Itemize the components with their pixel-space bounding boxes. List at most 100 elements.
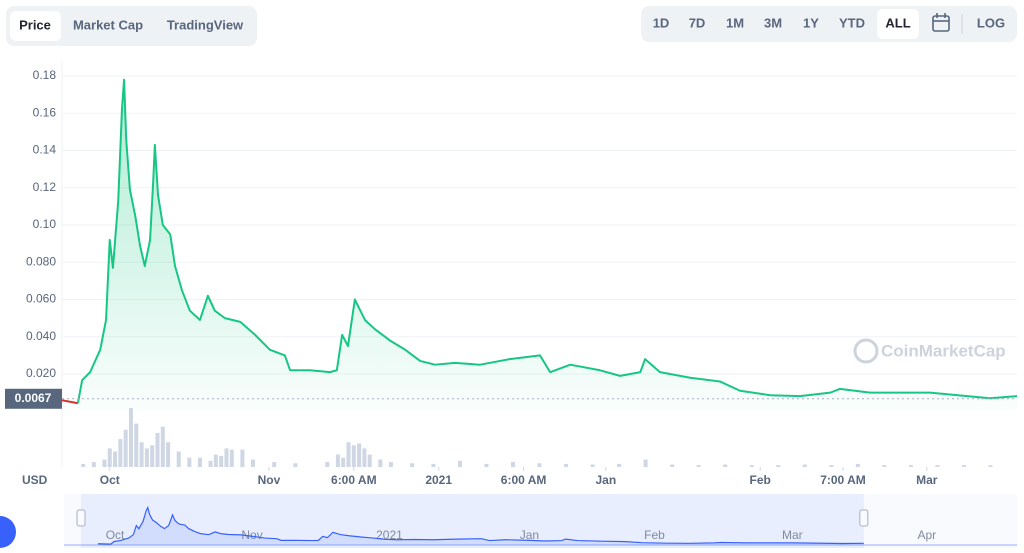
navigator-handle[interactable] xyxy=(76,509,86,527)
x-tick-label: Oct xyxy=(100,473,120,487)
volume-bar xyxy=(388,462,393,467)
volume-bar xyxy=(160,426,165,467)
navigator-tick-label: Apr xyxy=(917,528,936,542)
x-tick-label: Jan xyxy=(595,473,616,487)
navigator-line xyxy=(110,505,864,545)
volume-bar xyxy=(213,454,218,467)
volume-bar xyxy=(197,457,202,467)
volume-bar xyxy=(150,445,155,467)
calendar-button[interactable] xyxy=(932,13,950,32)
volume-bar xyxy=(272,462,277,467)
volume-bar xyxy=(829,465,834,467)
tab[interactable]: Price xyxy=(19,17,51,32)
volume-bar xyxy=(251,459,255,467)
range-group xyxy=(641,6,1017,42)
range-button[interactable]: 1Y xyxy=(803,15,819,30)
volume-bar xyxy=(988,465,993,467)
volume-bar xyxy=(935,465,940,467)
y-tick-label: 0.080 xyxy=(26,254,56,268)
watermark: CoinMarketCap xyxy=(853,338,1006,364)
volume-bar xyxy=(670,464,675,467)
y-tick-label: 0.14 xyxy=(33,143,57,157)
y-tick-label: 0.12 xyxy=(33,180,57,194)
volume-bar xyxy=(378,459,383,467)
x-tick-label: Nov xyxy=(258,473,281,487)
volume-bar xyxy=(208,460,213,467)
volume-bar xyxy=(362,448,367,467)
range-button[interactable]: 1M xyxy=(726,15,744,30)
volume-bar xyxy=(357,443,362,467)
volume-bar xyxy=(351,445,356,467)
volume-bar xyxy=(176,451,181,467)
volume-bar xyxy=(457,460,462,467)
watermark-text: CoinMarketCap xyxy=(881,341,1006,360)
y-tick-label: 0.060 xyxy=(26,292,56,306)
volume-bar xyxy=(431,463,436,467)
range-button[interactable]: LOG xyxy=(977,15,1005,30)
navigator-tick-label: Oct xyxy=(106,528,125,542)
volume-bar xyxy=(410,463,415,467)
navigator-tick-label: Jan xyxy=(520,528,539,542)
volume-bar xyxy=(617,463,622,467)
volume-bar xyxy=(643,459,648,467)
tab-selected-bg xyxy=(10,11,61,41)
navigator-bg xyxy=(64,494,1017,548)
price-area xyxy=(77,79,1017,412)
volume-bar xyxy=(367,454,372,467)
volume-bar xyxy=(107,448,112,467)
volume-bar xyxy=(113,451,118,467)
y-tick-label: 0.18 xyxy=(33,68,57,82)
volume-bar xyxy=(484,463,489,467)
volume-bar xyxy=(335,454,340,467)
volume-bar xyxy=(590,464,595,467)
range-button[interactable]: 3M xyxy=(764,15,782,30)
volume-bar xyxy=(961,465,966,467)
volume-bar xyxy=(81,463,86,467)
range-button[interactable]: 7D xyxy=(689,15,706,30)
x-tick-label: 7:00 AM xyxy=(820,473,866,487)
volume-bar xyxy=(346,442,351,467)
tab[interactable]: Market Cap xyxy=(73,17,143,32)
volume-bar xyxy=(118,439,123,467)
volume-bar xyxy=(128,408,133,467)
x-tick-label: 6:00 AM xyxy=(501,473,547,487)
volume-bar xyxy=(293,463,298,467)
volume-bar xyxy=(91,462,96,467)
range-button[interactable]: ALL xyxy=(885,15,910,30)
price-line xyxy=(76,78,1018,404)
volume-bar xyxy=(776,465,781,467)
navigator-tick-label: Feb xyxy=(644,528,665,542)
volume-bar xyxy=(224,448,229,467)
volume-bar xyxy=(882,465,887,467)
volume-bar xyxy=(187,457,192,467)
y-tick-label: 0.040 xyxy=(26,329,56,343)
volume-bar xyxy=(123,429,128,467)
x-tick-label: Mar xyxy=(916,473,938,487)
volume-bar xyxy=(102,459,107,467)
tab-group xyxy=(6,6,257,46)
range-button[interactable]: 1D xyxy=(653,15,670,30)
last-price-tag xyxy=(5,388,62,409)
volume-bar xyxy=(166,442,171,467)
volume-bar xyxy=(341,457,346,467)
currency-label: USD xyxy=(22,473,48,487)
volume-bar xyxy=(696,465,701,467)
volume-bar xyxy=(325,462,330,467)
y-tick-label: 0.16 xyxy=(33,105,57,119)
price-line xyxy=(61,399,79,405)
volume-bar xyxy=(908,465,913,467)
navigator-tick-label: Mar xyxy=(782,528,803,542)
range-button[interactable]: YTD xyxy=(839,15,865,30)
volume-bar xyxy=(564,463,569,467)
y-tick-label: 0.020 xyxy=(26,366,56,380)
volume-bar xyxy=(723,464,728,467)
volume-bar xyxy=(134,423,139,467)
navigator-handle[interactable] xyxy=(859,509,869,527)
help-bubble[interactable] xyxy=(0,516,16,548)
x-tick-label: 6:00 AM xyxy=(331,473,377,487)
last-price-label: 0.0067 xyxy=(15,391,52,405)
tab[interactable]: TradingView xyxy=(167,17,244,32)
navigator-area xyxy=(110,507,864,545)
volume-bar xyxy=(537,463,542,467)
